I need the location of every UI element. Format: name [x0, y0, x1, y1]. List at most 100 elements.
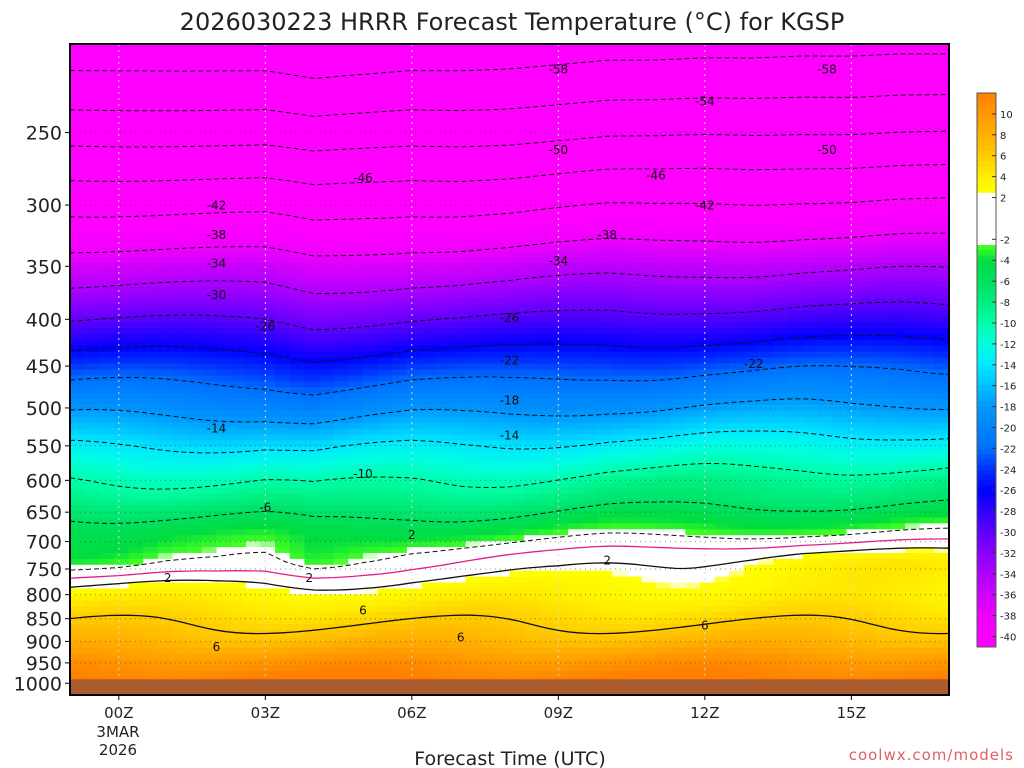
field-cell	[363, 274, 379, 282]
field-cell	[231, 333, 247, 341]
field-cell	[890, 399, 906, 406]
field-cell	[377, 126, 393, 134]
field-cell	[714, 174, 730, 181]
field-cell	[392, 322, 408, 329]
field-cell	[70, 416, 86, 424]
field-cell	[685, 73, 701, 81]
field-cell	[685, 215, 701, 223]
field-cell	[377, 245, 393, 252]
field-cell	[568, 422, 584, 430]
field-cell	[714, 292, 730, 300]
field-cell	[406, 298, 423, 305]
field-cell	[363, 156, 379, 163]
field-cell	[260, 476, 276, 483]
field-cell	[626, 132, 642, 140]
field-cell	[626, 505, 642, 513]
field-cell	[216, 268, 232, 276]
field-cell	[406, 487, 423, 495]
field-cell	[113, 333, 130, 341]
field-cell	[465, 310, 481, 317]
field-cell	[934, 523, 949, 530]
field-cell	[377, 49, 393, 57]
field-cell	[201, 174, 218, 181]
field-cell	[143, 49, 159, 57]
field-cell	[99, 416, 115, 424]
field-cell	[84, 511, 100, 519]
field-cell	[758, 493, 774, 501]
field-cell	[802, 180, 818, 187]
field-cell	[319, 120, 335, 128]
field-cell	[568, 458, 584, 465]
field-cell	[597, 257, 613, 264]
field-cell	[157, 452, 174, 459]
field-cell	[377, 458, 393, 465]
field-cell	[685, 369, 701, 377]
field-cell	[846, 103, 862, 110]
field-cell	[172, 274, 188, 282]
field-cell	[875, 73, 891, 81]
field-cell	[919, 517, 935, 524]
field-cell	[641, 268, 657, 276]
field-cell	[743, 126, 760, 134]
field-cell	[934, 132, 949, 140]
field-cell	[787, 109, 804, 116]
field-cell	[685, 49, 701, 57]
field-cell	[817, 73, 833, 81]
field-cell	[553, 156, 569, 163]
field-cell	[626, 55, 642, 63]
field-cell	[436, 103, 452, 110]
field-cell	[113, 464, 130, 471]
field-cell	[216, 481, 232, 489]
field-cell	[128, 405, 144, 412]
field-cell	[919, 203, 935, 211]
field-cell	[568, 251, 584, 258]
field-cell	[421, 381, 437, 388]
field-cell	[582, 251, 598, 258]
field-cell	[157, 339, 174, 347]
field-cell	[333, 434, 349, 442]
field-cell	[201, 464, 218, 471]
field-cell	[773, 339, 789, 347]
field-cell	[172, 257, 188, 264]
field-cell	[729, 115, 745, 122]
field-cell	[348, 61, 364, 69]
field-cell	[465, 357, 481, 365]
field-cell	[187, 298, 203, 305]
field-cell	[509, 168, 525, 175]
field-cell	[275, 464, 291, 471]
field-cell	[846, 505, 862, 513]
field-cell	[524, 286, 540, 294]
field-cell	[84, 109, 100, 116]
field-cell	[758, 44, 774, 51]
field-cell	[406, 138, 423, 146]
field-cell	[538, 162, 555, 169]
field-cell	[890, 197, 906, 205]
field-cell	[861, 523, 877, 530]
field-cell	[685, 209, 701, 217]
field-cell	[875, 387, 891, 394]
field-cell	[406, 286, 423, 294]
field-cell	[553, 245, 569, 252]
field-cell	[729, 328, 745, 335]
field-cell	[524, 274, 540, 282]
field-cell	[319, 61, 335, 69]
field-cell	[612, 363, 628, 371]
field-cell	[128, 322, 144, 329]
field-cell	[201, 162, 218, 169]
field-cell	[363, 257, 379, 264]
field-cell	[685, 351, 701, 359]
field-cell	[582, 310, 598, 317]
field-cell	[99, 476, 115, 483]
field-cell	[890, 405, 906, 412]
field-cell	[260, 381, 276, 388]
field-cell	[641, 316, 657, 323]
field-cell	[465, 73, 481, 81]
field-cell	[831, 186, 848, 193]
field-cell	[421, 85, 437, 92]
field-cell	[787, 499, 804, 507]
field-cell	[919, 339, 935, 347]
field-cell	[157, 91, 174, 98]
field-cell	[905, 493, 921, 501]
field-cell	[802, 369, 818, 377]
field-cell	[84, 339, 100, 347]
